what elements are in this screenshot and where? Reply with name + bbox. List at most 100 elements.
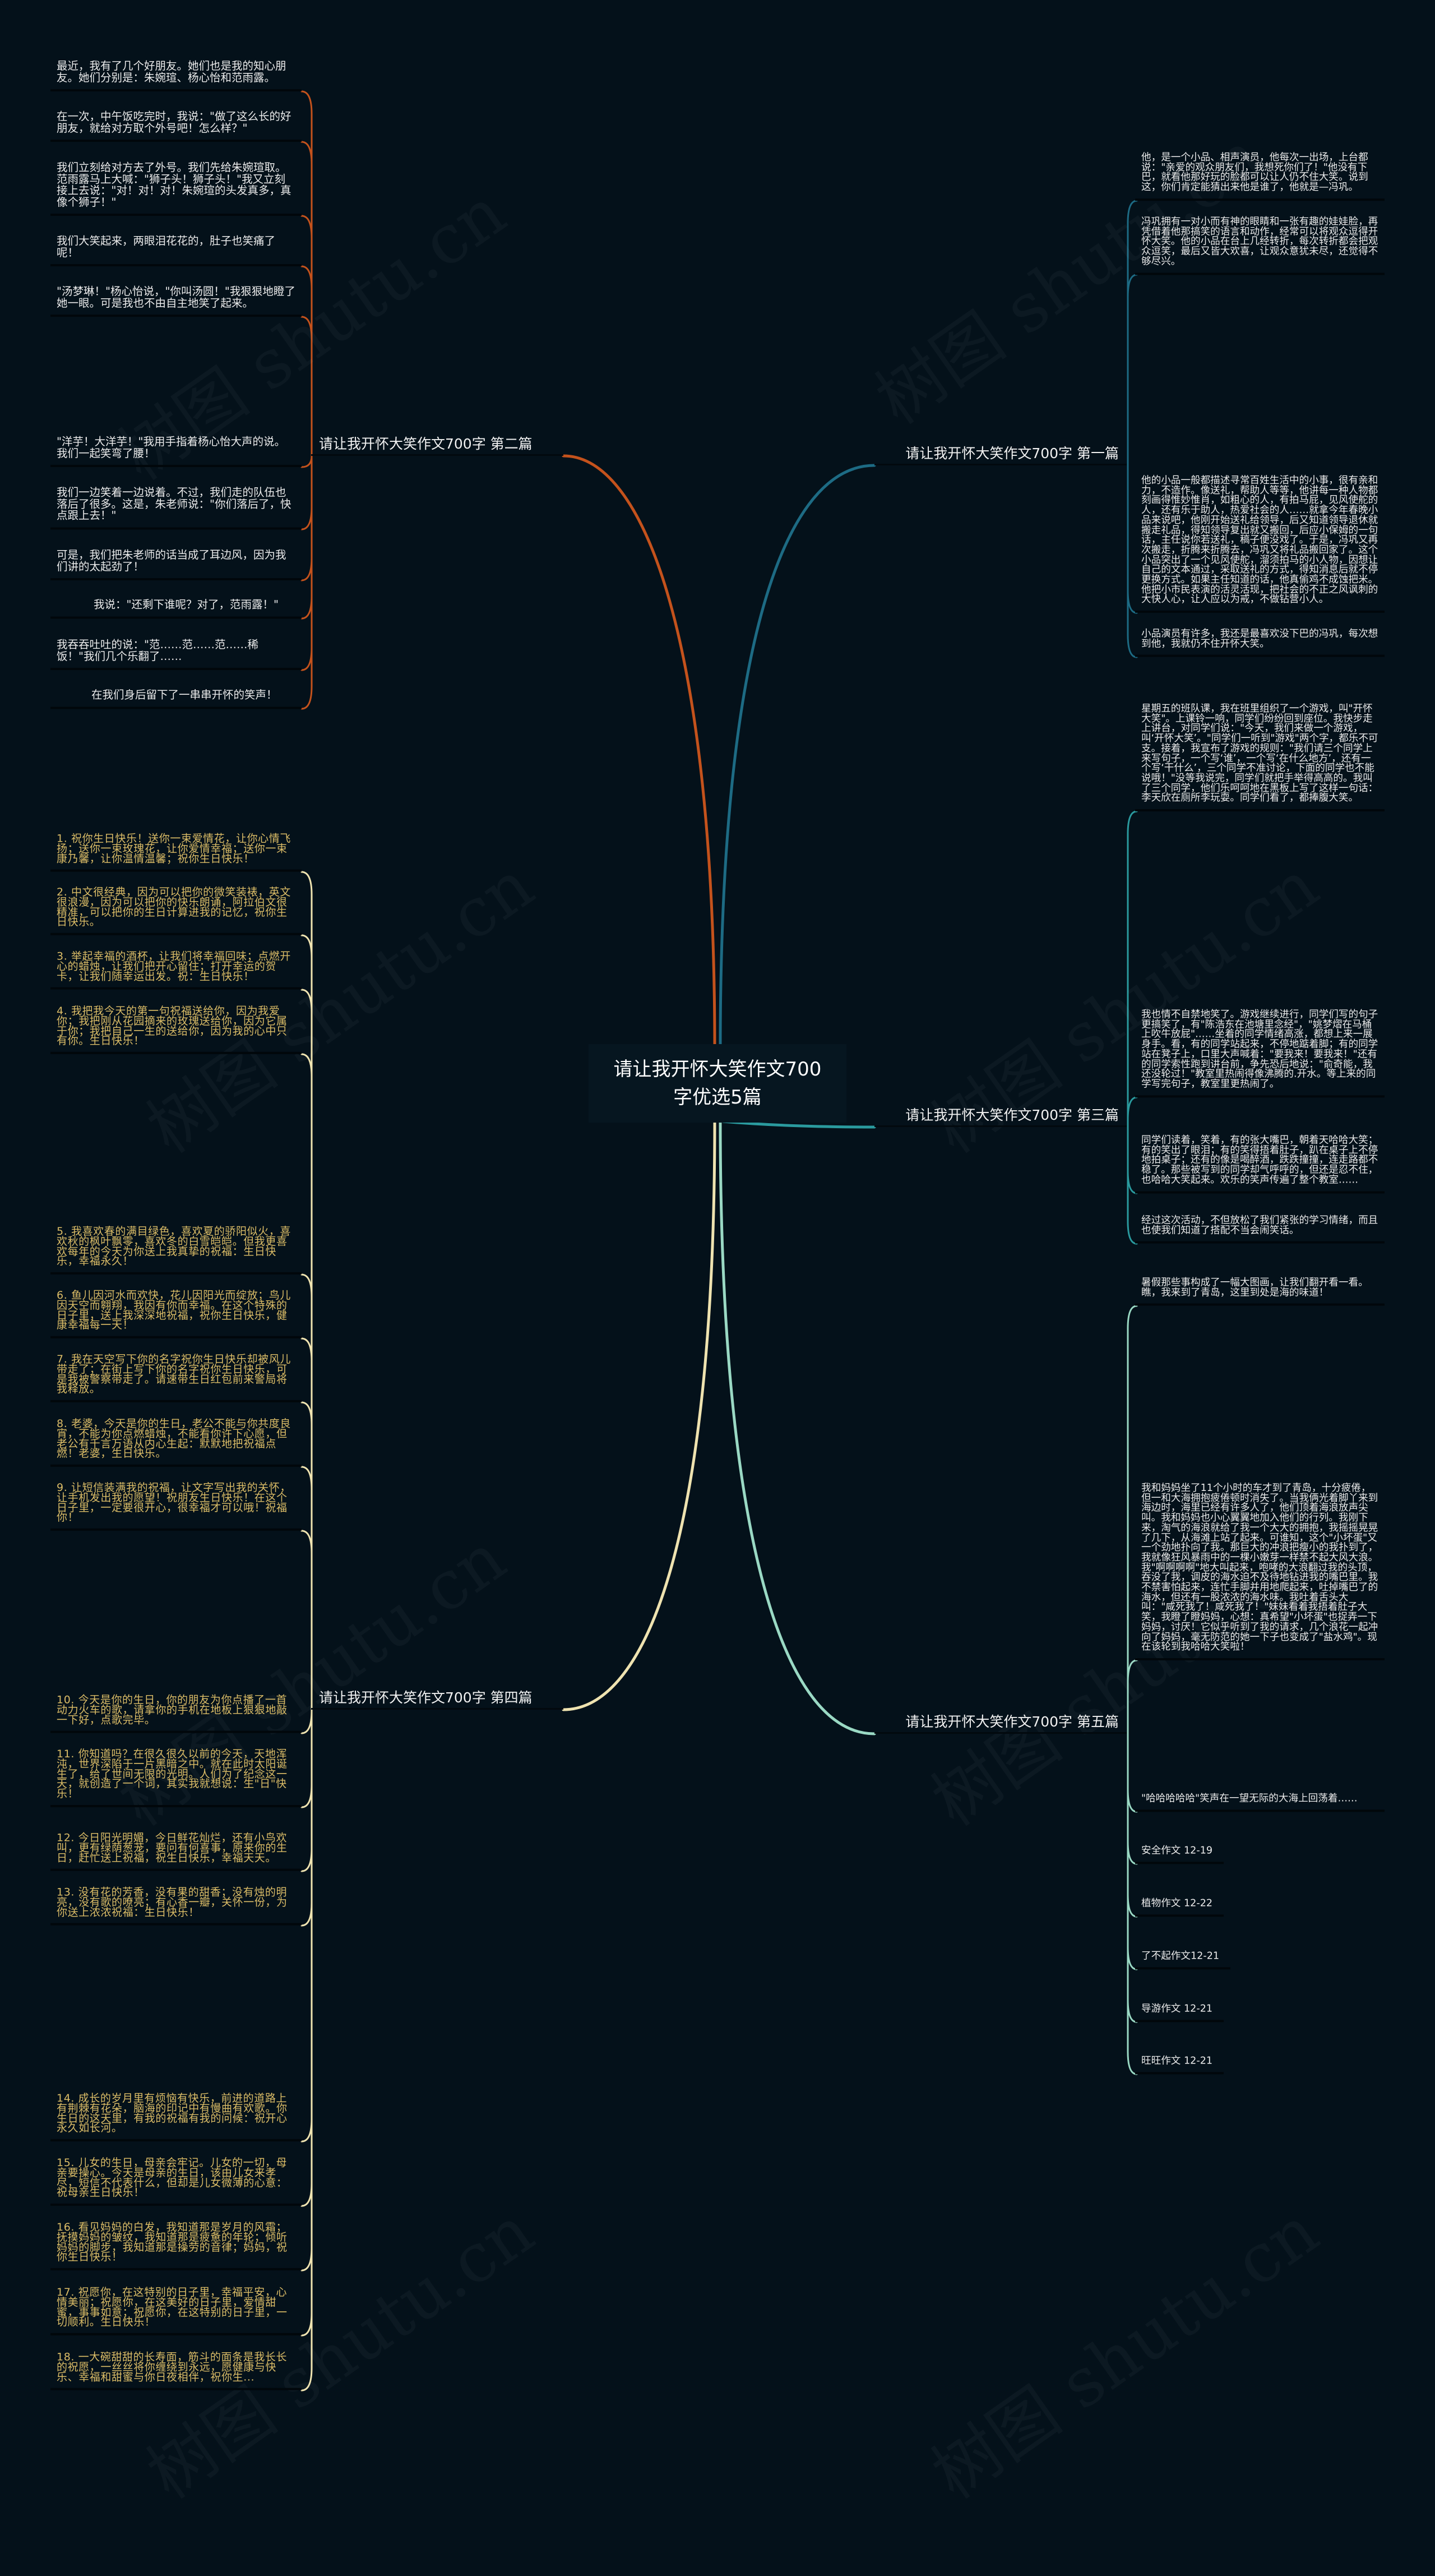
branch-1-leaf[interactable]: 他，是一个小品、相声演员，他每次一出场，上台都说："亲爱的观众朋友们，我想死你们… (1135, 153, 1385, 201)
connector-leaf (300, 1709, 313, 2337)
branch-5-leaf[interactable]: 安全作文 12-19 (1135, 1846, 1224, 1864)
connector-leaf (300, 455, 313, 671)
branch-2-leaf[interactable]: "洋芋！大洋芋！"我用手指着杨心怡大声的说。我们一起笑弯了腰！ (50, 436, 302, 467)
leaf-text: "洋芋！大洋芋！"我用手指着杨心怡大声的说。我们一起笑弯了腰！ (57, 435, 285, 460)
branch-2-leaf[interactable]: 最近，我有了几个好朋友。她们也是我的知心朋友。她们分别是：朱婉瑄、杨心怡和范雨露… (50, 60, 302, 91)
leaf-text: 4. 我把我今天的第一句祝福送给你，因为我爱你；我把刚从花园摘来的玫瑰送给你，因… (57, 1004, 288, 1047)
branch-2-leaf[interactable]: 在我们身后留下了一串串开怀的笑声！ (50, 689, 302, 709)
branch-1-leaf[interactable]: 他的小品一般都描述寻常百姓生活中的小事，很有亲和力，不造作。像送礼，帮助人等等，… (1135, 476, 1385, 613)
branch-4-label[interactable]: 请让我开怀大笑作文700字 第四篇 (311, 1687, 563, 1710)
leaf-text: 冯巩拥有一对小而有神的眼睛和一张有趣的娃娃脸，再凭借着他那搞笑的语言和动作，经常… (1141, 216, 1378, 267)
branch-2-leaf[interactable]: 我吞吞吐吐的说："范……范……范……稀饭！"我们几个乐翻了…… (50, 639, 302, 670)
leaf-text: 我们大笑起来，两眼泪花花的，肚子也笑痛了呢！ (57, 234, 276, 259)
branch-5-leaf[interactable]: "哈哈哈哈哈"笑声在一望无际的大海上回荡着…… (1135, 1794, 1385, 1812)
branch-5-leaf[interactable]: 旺旺作文 12-21 (1135, 2056, 1224, 2074)
leaf-text: 2. 中文很经典，因为可以把你的微笑装裱，英文很浪漫，因为可以把你的快乐朗诵，阿… (57, 885, 291, 929)
leaf-text: 10. 今天是你的生日，你的朋友为你点播了一首动力火车的歌，请拿你的手机在地板上… (57, 1693, 288, 1726)
branch-3-label[interactable]: 请让我开怀大笑作文700字 第三篇 (874, 1105, 1127, 1127)
leaf-text: 小品演员有许多，我还是最喜欢没下巴的冯巩，每次想到他，我就仍不住开怀大笑。 (1141, 628, 1378, 650)
connector-branch-1 (719, 464, 876, 1048)
connector-leaf (300, 1530, 313, 1711)
leaf-text: 暑假那些事构成了一幅大图画，让我们翻开看一看。瞧，我来到了青岛，这里到处是海的味… (1141, 1277, 1368, 1299)
branch-2-leaf[interactable]: 我说："还剩下谁呢？对了，范雨露！" (50, 598, 302, 618)
branch-4-leaf[interactable]: 11. 你知道吗？在很久很久以前的今天，天地浑沌，世界深陷于一片黑暗之中。就在此… (50, 1749, 302, 1807)
branch-3-leaf[interactable]: 经过这次活动，不但放松了我们紧张的学习情绪，而且也使我们知道了搭配不当会闹笑话。 (1135, 1216, 1385, 1244)
branch-4-leaf[interactable]: 9. 让短信装满我的祝福，让文字写出我的关怀，让手机发出我的愿望！祝朋友生日快乐… (50, 1482, 302, 1531)
connector-branch-5 (719, 1121, 876, 1735)
connector-leaf (300, 1709, 313, 2392)
branch-5-leaf[interactable]: 我和妈妈坐了11个小时的车才到了青岛，十分疲倦，但一和大海拥抱疲倦顿时消失了。当… (1135, 1483, 1385, 1660)
branch-2-leaf[interactable]: "汤梦琳！"杨心怡说，"你叫汤圆！"我狠狠地瞪了她一眼。可是我也不由自主地笑了起… (50, 285, 302, 317)
branch-4-leaf[interactable]: 3. 举起幸福的酒杯，让我们将幸福回味；点燃开心的蜡烛，让我们把开心留住；打开幸… (50, 950, 302, 990)
branch-2-leaf[interactable]: 我们大笑起来，两眼泪花花的，肚子也笑痛了呢！ (50, 234, 302, 266)
branch-4-leaf[interactable]: 18. 一大碗甜甜的长寿面，筋斗的面条是我长长的祝愿，一丝丝将你缠绕到永远，愿健… (50, 2352, 302, 2390)
leaf-text: 我们一边笑着一边说着。不过，我们走的队伍也落后了很多。这是，朱老师说："你们落后… (57, 486, 291, 522)
connector-leaf (1127, 1659, 1138, 1735)
leaf-text: 8. 老婆，今天是你的生日，老公不能与你共度良宵，不能为你点燃蜡烛，不能看你许下… (57, 1417, 291, 1460)
branch-5-leaf[interactable]: 导游作文 12-21 (1135, 2004, 1224, 2022)
branch-4-leaf[interactable]: 4. 我把我今天的第一句祝福送给你，因为我爱你；我把刚从花园摘来的玫瑰送给你，因… (50, 1004, 302, 1054)
branch-2-leaf[interactable]: 我们立刻给对方去了外号。我们先给朱婉瑄取。范雨露马上大喊："狮子头！狮子头！"我… (50, 161, 302, 216)
branch-4-leaf[interactable]: 10. 今天是你的生日，你的朋友为你点播了一首动力火车的歌，请拿你的手机在地板上… (50, 1693, 302, 1733)
branch-5-leaf[interactable]: 了不起作文12-21 (1135, 1950, 1231, 1969)
branch-4-leaf[interactable]: 7. 我在天空写下你的名字祝你生日快乐却被风儿带走了；在街上写下你的名字祝你生日… (50, 1352, 302, 1402)
connector-leaf (300, 1053, 313, 1711)
central-topic-label: 请让我开怀大笑作文700字优选5篇 (613, 1058, 822, 1109)
leaf-text: 植物作文 12-22 (1141, 1898, 1213, 1909)
branch-4-leaf[interactable]: 6. 鱼儿因河水而欢快，花儿因阳光而绽放；鸟儿因天空而翱翔，我因有你而幸福。在这… (50, 1289, 302, 1338)
branch-4-leaf[interactable]: 15. 儿女的生日，母亲会牢记。儿女的一切，母亲要操心。今天是母亲的生日，该由儿… (50, 2157, 302, 2206)
connector-leaf (1127, 1126, 1138, 1245)
connector-leaf (300, 1709, 313, 2272)
branch-1-leaf[interactable]: 小品演员有许多，我还是最喜欢没下巴的冯巩，每次想到他，我就仍不住开怀大笑。 (1135, 628, 1385, 657)
leaf-text: 我吞吞吐吐的说："范……范……范……稀饭！"我们几个乐翻了…… (57, 638, 258, 663)
branch-4-leaf[interactable]: 16. 看见妈妈的白发，我知道那是岁月的风霜；抚摸妈妈的皱纹，我知道那是疲惫的年… (50, 2222, 302, 2270)
branch-4-leaf[interactable]: 2. 中文很经典，因为可以把你的微笑装裱，英文很浪漫，因为可以把你的快乐朗诵，阿… (50, 885, 302, 935)
connector-leaf (300, 455, 313, 620)
leaf-text: 6. 鱼儿因河水而欢快，花儿因阳光而绽放；鸟儿因天空而翱翔，我因有你而幸福。在这… (57, 1289, 291, 1332)
leaf-text: 我说："还剩下谁呢？对了，范雨露！" (94, 598, 279, 611)
leaf-text: 了不起作文12-21 (1141, 1950, 1220, 1962)
branch-3-leaf[interactable]: 我也情不自禁地笑了。游戏继续进行，同学们写的句子更搞笑了，有"陈浩东在池塘里念经… (1135, 1010, 1385, 1097)
branch-5-leaf[interactable]: 暑假那些事构成了一幅大图画，让我们翻开看一看。瞧，我来到了青岛，这里到处是海的味… (1135, 1278, 1385, 1306)
leaf-text: 我和妈妈坐了11个小时的车才到了青岛，十分疲倦，但一和大海拥抱疲倦顿时消失了。当… (1141, 1483, 1378, 1653)
connector-leaf (1127, 1733, 1138, 2023)
branch-2-leaf[interactable]: 可是，我们把朱老师的话当成了耳边风，因为我们讲的太起劲了！ (50, 549, 302, 580)
leaf-text: 7. 我在天空写下你的名字祝你生日快乐却被风儿带走了；在街上写下你的名字祝你生日… (57, 1352, 291, 1396)
branch-3-leaf[interactable]: 同学们读着，笑着，有的张大嘴巴，朝着天哈哈大笑；有的笑出了眼泪；有的笑得捂着肚子… (1135, 1135, 1385, 1193)
connector-leaf (300, 141, 313, 457)
connector-leaf (300, 1466, 313, 1711)
branch-2-label[interactable]: 请让我开怀大笑作文700字 第二篇 (311, 433, 563, 456)
branch-5-label[interactable]: 请让我开怀大笑作文700字 第五篇 (874, 1711, 1127, 1734)
connector-branch-4 (562, 1121, 716, 1711)
connector-leaf (300, 934, 313, 1711)
leaf-text: 他，是一个小品、相声演员，他每次一出场，上台都说："亲爱的观众朋友们，我想死你们… (1141, 152, 1368, 193)
connector-leaf (1127, 1305, 1138, 1735)
leaf-text: 在一次，中午饭吃完时，我说："做了这么长的好朋友，就给对方取个外号吧！怎么样？" (57, 110, 291, 135)
branch-4-leaf[interactable]: 13. 没有花的芳香，没有果的甜香；没有烛的明亮，没有歌的嘹亮；有心香一瓣，关怀… (50, 1887, 302, 1926)
branch-4-leaf[interactable]: 14. 成长的岁月里有烦恼有快乐，前进的道路上有荆棘有花朵，脑海的印记中有慢曲有… (50, 2093, 302, 2141)
branch-4-leaf[interactable]: 17. 祝愿你，在这特别的日子里，幸福平安，心情美丽；祝愿你，在这美好的日子里，… (50, 2287, 302, 2335)
branch-2-leaf[interactable]: 我们一边笑着一边说着。不过，我们走的队伍也落后了很多。这是，朱老师说："你们落后… (50, 486, 302, 529)
branch-5-leaf[interactable]: 植物作文 12-22 (1135, 1899, 1224, 1917)
branch-1-leaf[interactable]: 冯巩拥有一对小而有神的眼睛和一张有趣的娃娃脸，再凭借着他那搞笑的语言和动作，经常… (1135, 217, 1385, 275)
branch-3-leaf[interactable]: 星期五的班队课，我在班里组织了一个游戏，叫"开怀大笑"。上课铃一响，同学们纷纷回… (1135, 704, 1385, 811)
branch-2-leaf[interactable]: 在一次，中午饭吃完时，我说："做了这么长的好朋友，就给对方取个外号吧！怎么样？" (50, 110, 302, 142)
connector-leaf (300, 455, 313, 710)
connector-leaf (1127, 810, 1138, 1128)
connector-leaf (1127, 1733, 1138, 1918)
leaf-text: 12. 今日阳光明媚，今日鲜花灿烂，还有小鸟欢叫，更有绿荫葱茏，要问有何喜事，原… (57, 1831, 288, 1864)
branch-4-leaf[interactable]: 8. 老婆，今天是你的生日，老公不能与你共度良宵，不能为你点燃蜡烛，不能看你许下… (50, 1417, 302, 1467)
branch-1-label[interactable]: 请让我开怀大笑作文700字 第一篇 (874, 443, 1127, 465)
connector-leaf (300, 1709, 313, 1734)
branch-4-leaf[interactable]: 12. 今日阳光明媚，今日鲜花灿烂，还有小鸟欢叫，更有绿荫葱茏，要问有何喜事，原… (50, 1831, 302, 1871)
leaf-text: 经过这次活动，不但放松了我们紧张的学习情绪，而且也使我们知道了搭配不当会闹笑话。 (1141, 1215, 1378, 1236)
central-topic[interactable]: 请让我开怀大笑作文700字优选5篇 (589, 1044, 846, 1123)
leaf-text: 我们立刻给对方去了外号。我们先给朱婉瑄取。范雨露马上大喊："狮子头！狮子头！"我… (57, 161, 291, 209)
leaf-text: 5. 我喜欢春的满目绿色，喜欢夏的骄阳似火，喜欢秋的枫叶飘零，喜欢冬的白雪皑皑。… (57, 1225, 291, 1268)
connector-leaf (300, 316, 313, 457)
leaf-text: 3. 举起幸福的酒杯，让我们将幸福回味；点燃开心的蜡烛，让我们把开心留住；打开幸… (57, 950, 291, 983)
leaf-text: "汤梦琳！"杨心怡说，"你叫汤圆！"我狠狠地瞪了她一眼。可是我也不由自主地笑了起… (57, 285, 295, 310)
branch-4-leaf[interactable]: 5. 我喜欢春的满目绿色，喜欢夏的骄阳似火，喜欢秋的枫叶飘零，喜欢冬的白雪皑皑。… (50, 1225, 302, 1275)
branch-4-leaf[interactable]: 1. 祝你生日快乐！送你一束爱情花，让你心情飞扬；送你一束玫瑰花，让你爱情幸福；… (50, 833, 302, 872)
connector-leaf (1127, 1096, 1138, 1128)
